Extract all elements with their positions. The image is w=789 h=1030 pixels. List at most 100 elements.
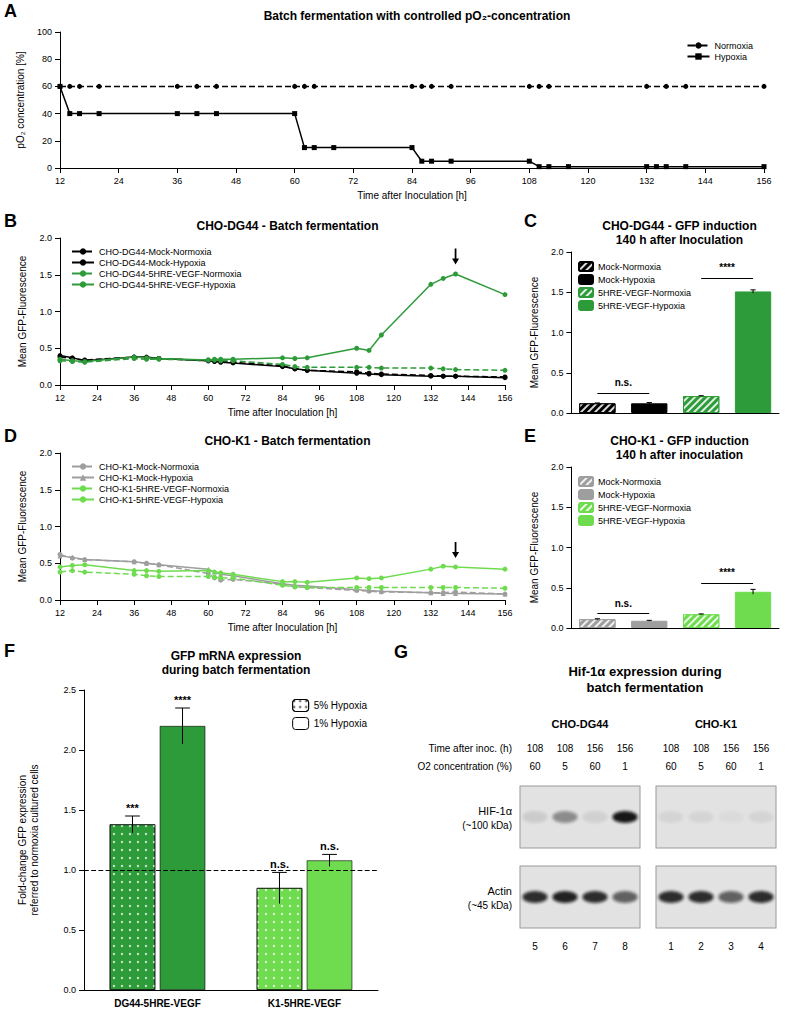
svg-text:132: 132 — [639, 176, 654, 186]
svg-text:108: 108 — [663, 743, 680, 754]
svg-text:96: 96 — [466, 176, 476, 186]
svg-text:1: 1 — [758, 761, 764, 772]
svg-text:CHO-K1-5HRE-VEGF-Hypoxia: CHO-K1-5HRE-VEGF-Hypoxia — [99, 495, 223, 505]
svg-text:during batch fermentation: during batch fermentation — [162, 663, 311, 677]
svg-text:CHO-DG44-5HRE-VEGF-Normoxia: CHO-DG44-5HRE-VEGF-Normoxia — [99, 269, 242, 279]
svg-text:12: 12 — [55, 608, 65, 618]
svg-text:CHO-DG44-Mock-Hypoxia: CHO-DG44-Mock-Hypoxia — [99, 258, 206, 268]
svg-text:144: 144 — [460, 393, 475, 403]
svg-text:2.0: 2.0 — [39, 448, 52, 458]
svg-text:referred to normoxia cultured: referred to normoxia cultured cells — [29, 764, 40, 915]
svg-text:5HRE-VEGF-Hypoxia: 5HRE-VEGF-Hypoxia — [598, 301, 685, 311]
svg-text:108: 108 — [527, 743, 544, 754]
svg-text:2.0: 2.0 — [63, 745, 76, 755]
svg-text:CHO-K1-Mock-Hypoxia: CHO-K1-Mock-Hypoxia — [99, 473, 193, 483]
svg-text:CHO-DG44: CHO-DG44 — [552, 718, 610, 730]
svg-text:60: 60 — [529, 761, 541, 772]
svg-text:3: 3 — [728, 941, 734, 952]
svg-text:pO₂ concentration [%]: pO₂ concentration [%] — [15, 51, 26, 148]
svg-text:1.0: 1.0 — [39, 307, 52, 317]
svg-text:60: 60 — [665, 761, 677, 772]
svg-text:2.5: 2.5 — [63, 685, 76, 695]
svg-text:72: 72 — [240, 608, 250, 618]
svg-text:12: 12 — [55, 393, 65, 403]
svg-text:60: 60 — [203, 608, 213, 618]
svg-text:108: 108 — [349, 608, 364, 618]
svg-text:Mean GFP-Fluorescence: Mean GFP-Fluorescence — [529, 491, 540, 603]
svg-text:72: 72 — [348, 176, 358, 186]
svg-text:1.5: 1.5 — [63, 805, 76, 815]
svg-text:G: G — [394, 642, 408, 662]
svg-text:5: 5 — [698, 761, 704, 772]
svg-text:120: 120 — [386, 393, 401, 403]
svg-text:1: 1 — [622, 761, 628, 772]
svg-text:0.0: 0.0 — [551, 408, 564, 418]
svg-text:120: 120 — [580, 176, 595, 186]
svg-text:96: 96 — [315, 608, 325, 618]
svg-text:CHO-DG44 - GFP induction: CHO-DG44 - GFP induction — [602, 219, 756, 233]
svg-text:5HRE-VEGF-Hypoxia: 5HRE-VEGF-Hypoxia — [598, 516, 685, 526]
svg-text:1.5: 1.5 — [39, 485, 52, 495]
svg-text:1.0: 1.0 — [551, 328, 564, 338]
svg-text:2.0: 2.0 — [39, 233, 52, 243]
svg-text:156: 156 — [617, 743, 634, 754]
svg-text:DG44-5HRE-VEGF: DG44-5HRE-VEGF — [114, 998, 201, 1009]
svg-text:5HRE-VEGF-Normoxia: 5HRE-VEGF-Normoxia — [598, 503, 691, 513]
svg-text:Mock-Hypoxia: Mock-Hypoxia — [598, 490, 655, 500]
svg-text:4: 4 — [758, 941, 764, 952]
svg-text:F: F — [4, 641, 15, 661]
svg-text:60: 60 — [203, 393, 213, 403]
svg-text:1.5: 1.5 — [551, 287, 564, 297]
svg-text:0.5: 0.5 — [39, 558, 52, 568]
svg-text:GFP mRNA expression: GFP mRNA expression — [171, 649, 302, 663]
svg-text:C: C — [524, 211, 537, 231]
svg-text:108: 108 — [557, 743, 574, 754]
svg-text:n.s.: n.s. — [270, 858, 289, 870]
svg-text:Mock-Normoxia: Mock-Normoxia — [598, 477, 661, 487]
svg-text:156: 156 — [753, 743, 770, 754]
svg-text:B: B — [4, 211, 17, 231]
svg-text:CHO-K1 - Batch fermentation: CHO-K1 - Batch fermentation — [204, 434, 370, 448]
svg-text:CHO-K1: CHO-K1 — [695, 718, 737, 730]
svg-text:2: 2 — [698, 941, 704, 952]
svg-text:1.0: 1.0 — [551, 543, 564, 553]
svg-text:12: 12 — [55, 176, 65, 186]
svg-text:O2 concentration (%): O2 concentration (%) — [418, 761, 513, 772]
svg-text:0.0: 0.0 — [551, 623, 564, 633]
svg-text:0.5: 0.5 — [551, 583, 564, 593]
svg-text:6: 6 — [562, 941, 568, 952]
svg-text:24: 24 — [114, 176, 124, 186]
svg-text:0.5: 0.5 — [39, 343, 52, 353]
svg-text:120: 120 — [386, 608, 401, 618]
svg-text:Time after Inoculation [h]: Time after Inoculation [h] — [357, 190, 467, 201]
svg-text:****: **** — [719, 567, 735, 578]
svg-text:5% Hypoxia: 5% Hypoxia — [314, 700, 368, 711]
svg-text:Mean GFP-Fluorescence: Mean GFP-Fluorescence — [17, 470, 28, 582]
svg-text:E: E — [524, 426, 536, 446]
svg-text:156: 156 — [497, 393, 512, 403]
svg-text:Mean GFP-Fluorescence: Mean GFP-Fluorescence — [529, 276, 540, 388]
svg-text:0.0: 0.0 — [39, 380, 52, 390]
svg-text:0.0: 0.0 — [39, 595, 52, 605]
svg-text:1.0: 1.0 — [63, 865, 76, 875]
svg-text:0.0: 0.0 — [63, 985, 76, 995]
svg-text:5HRE-VEGF-Normoxia: 5HRE-VEGF-Normoxia — [598, 288, 691, 298]
svg-text:K1-5HRE-VEGF: K1-5HRE-VEGF — [268, 998, 341, 1009]
svg-text:(~45 kDa): (~45 kDa) — [468, 900, 512, 911]
svg-text:108: 108 — [349, 393, 364, 403]
svg-text:Batch fermentation with contro: Batch fermentation with controlled pO₂-c… — [264, 9, 571, 23]
svg-text:HIF-1α: HIF-1α — [478, 805, 513, 817]
svg-text:36: 36 — [129, 608, 139, 618]
svg-text:A: A — [4, 1, 17, 21]
svg-text:CHO-K1-5HRE-VEGF-Normoxia: CHO-K1-5HRE-VEGF-Normoxia — [99, 484, 229, 494]
svg-text:132: 132 — [423, 608, 438, 618]
svg-text:60: 60 — [290, 176, 300, 186]
svg-text:Actin: Actin — [488, 885, 512, 897]
svg-text:84: 84 — [277, 393, 287, 403]
svg-text:140 h after Inoculation: 140 h after Inoculation — [616, 233, 743, 247]
svg-text:Mean GFP-Fluorescence: Mean GFP-Fluorescence — [17, 255, 28, 367]
svg-text:132: 132 — [423, 393, 438, 403]
svg-text:5: 5 — [532, 941, 538, 952]
svg-text:1.0: 1.0 — [39, 522, 52, 532]
svg-text:n.s.: n.s. — [320, 840, 339, 852]
